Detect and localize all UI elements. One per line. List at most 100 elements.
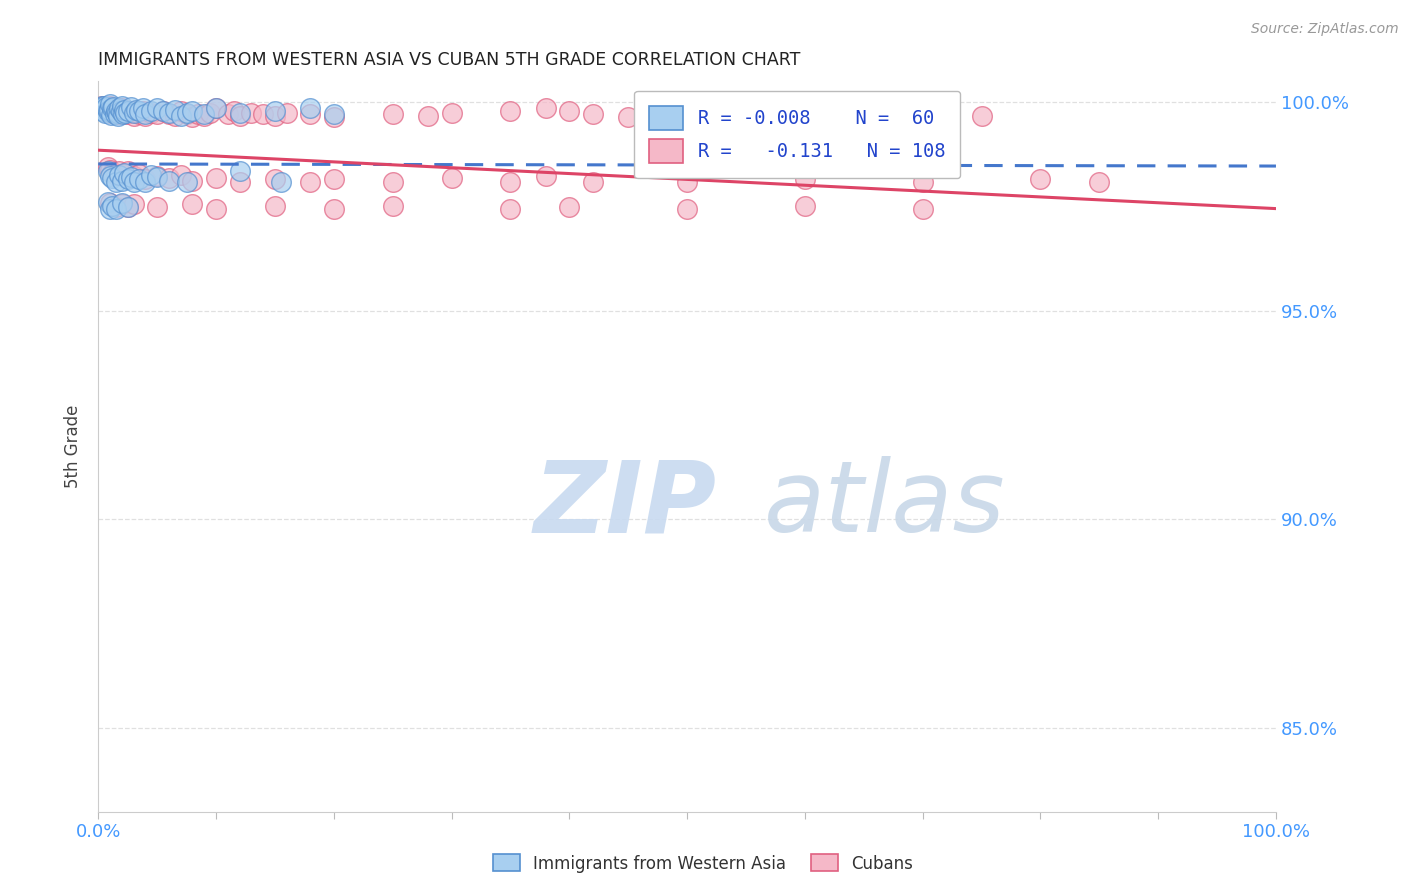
Point	[163, 109, 186, 123]
Point	[93, 98, 115, 112]
Point	[101, 171, 124, 186]
Point	[381, 107, 404, 121]
Point	[117, 103, 139, 118]
Legend: R = -0.008    N =  60, R =   -0.131   N = 108: R = -0.008 N = 60, R = -0.131 N = 108	[634, 91, 960, 178]
Point	[169, 109, 191, 123]
Point	[222, 104, 245, 119]
Point	[935, 110, 957, 124]
Point	[97, 160, 120, 174]
Point	[381, 175, 404, 189]
Point	[970, 109, 993, 123]
Point	[118, 103, 141, 118]
Point	[114, 105, 136, 120]
Point	[181, 110, 204, 124]
Point	[263, 199, 285, 213]
Point	[887, 105, 910, 120]
Point	[107, 103, 129, 118]
Point	[911, 107, 934, 121]
Point	[112, 166, 135, 180]
Point	[1088, 175, 1111, 189]
Point	[582, 107, 605, 121]
Point	[122, 197, 145, 211]
Point	[120, 100, 142, 114]
Point	[132, 103, 155, 118]
Point	[105, 107, 128, 121]
Point	[125, 103, 148, 117]
Point	[193, 107, 215, 121]
Point	[499, 175, 522, 189]
Point	[107, 109, 129, 123]
Point	[111, 174, 134, 188]
Point	[499, 103, 522, 118]
Point	[98, 99, 121, 113]
Point	[108, 105, 131, 120]
Point	[96, 102, 118, 116]
Point	[617, 110, 640, 124]
Point	[97, 164, 120, 178]
Point	[128, 172, 150, 186]
Point	[104, 168, 127, 182]
Point	[299, 102, 322, 116]
Point	[120, 170, 142, 185]
Point	[97, 103, 120, 118]
Point	[157, 174, 180, 188]
Point	[198, 105, 221, 120]
Point	[205, 171, 228, 186]
Point	[141, 103, 163, 118]
Point	[270, 175, 292, 189]
Point	[157, 105, 180, 120]
Point	[101, 199, 124, 213]
Point	[228, 109, 250, 123]
Point	[157, 171, 180, 186]
Point	[181, 197, 204, 211]
Point	[104, 103, 127, 118]
Point	[100, 108, 122, 122]
Point	[97, 104, 120, 119]
Point	[97, 195, 120, 210]
Point	[276, 105, 298, 120]
Y-axis label: 5th Grade: 5th Grade	[65, 405, 82, 488]
Point	[134, 107, 156, 121]
Point	[122, 175, 145, 189]
Point	[176, 105, 198, 120]
Point	[1029, 172, 1052, 186]
Point	[228, 105, 250, 120]
Point	[299, 175, 322, 189]
Point	[98, 202, 121, 216]
Point	[322, 172, 344, 186]
Point	[146, 170, 169, 185]
Point	[676, 175, 699, 189]
Point	[141, 105, 163, 120]
Point	[146, 102, 169, 116]
Point	[152, 104, 174, 119]
Point	[101, 103, 124, 117]
Point	[322, 202, 344, 216]
Point	[117, 200, 139, 214]
Point	[98, 97, 121, 112]
Point	[152, 104, 174, 119]
Point	[128, 104, 150, 119]
Point	[94, 105, 117, 120]
Point	[911, 202, 934, 216]
Point	[263, 103, 285, 118]
Point	[558, 200, 581, 214]
Point	[440, 171, 463, 186]
Point	[852, 109, 875, 123]
Point	[146, 200, 169, 214]
Point	[104, 102, 127, 116]
Legend: Immigrants from Western Asia, Cubans: Immigrants from Western Asia, Cubans	[486, 847, 920, 880]
Point	[558, 104, 581, 119]
Point	[169, 168, 191, 182]
Point	[93, 100, 115, 114]
Point	[205, 202, 228, 216]
Point	[110, 104, 132, 119]
Point	[134, 172, 156, 186]
Text: Source: ZipAtlas.com: Source: ZipAtlas.com	[1251, 22, 1399, 37]
Point	[499, 202, 522, 216]
Point	[101, 166, 124, 180]
Point	[117, 200, 139, 214]
Point	[115, 107, 138, 121]
Point	[104, 175, 127, 189]
Point	[90, 99, 112, 113]
Point	[911, 175, 934, 189]
